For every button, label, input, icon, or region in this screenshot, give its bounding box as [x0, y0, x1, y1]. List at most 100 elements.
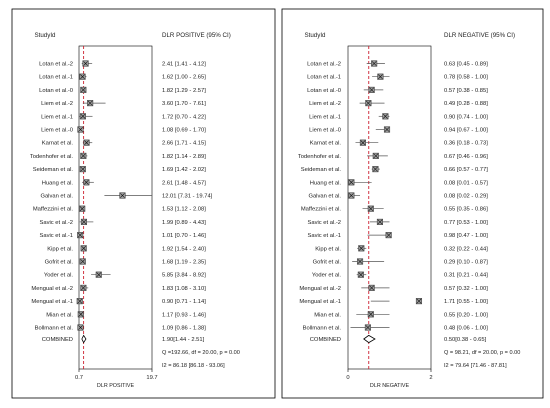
study-ci-text: 0.98 [0.47 - 1.00]	[444, 233, 488, 239]
marker-cross-line	[80, 87, 86, 93]
marker-cross-line	[80, 153, 86, 159]
study-ci-text: 0.94 [0.67 - 1.00]	[444, 128, 488, 134]
marker-cross-line	[81, 219, 87, 225]
marker-cross-line	[360, 140, 366, 146]
study-ci-text: 5.85 [3.84 - 8.92]	[162, 273, 206, 279]
study-ci-text: 0.49 [0.28 - 0.88]	[444, 101, 488, 107]
marker-cross-line	[80, 259, 86, 264]
marker-cross-line	[78, 127, 83, 132]
marker-cross-line	[386, 232, 392, 238]
marker-cross-line	[120, 193, 125, 198]
marker-cross-line	[357, 259, 363, 264]
study-label: Mengual et al.-2	[299, 286, 341, 292]
study-ci-text: 1.53 [1.12 - 2.08]	[162, 207, 206, 213]
study-label: Kipp et al.	[47, 246, 73, 252]
study-ci-text: 0.55 [0.20 - 1.00]	[444, 312, 488, 318]
study-label: Bollmann et al.	[303, 326, 342, 332]
study-ci-text: 0.90 [0.74 - 1.00]	[444, 114, 488, 120]
study-label: Mengual et al.-1	[31, 299, 73, 305]
study-ci-text: 1.71 [0.55 - 1.00]	[444, 299, 488, 305]
study-ci-text: 0.78 [0.58 - 1.00]	[444, 75, 488, 81]
marker-cross-line	[369, 87, 375, 93]
combined-ci-text: 1.90[1.44 - 2.51]	[162, 337, 205, 343]
marker-cross-line	[96, 272, 102, 278]
study-label: Galvan et al.	[40, 194, 73, 200]
study-ci-text: 1.92 [1.54 - 2.40]	[162, 246, 206, 252]
studyid-header: StudyId	[305, 32, 327, 39]
study-ci-text: 1.99 [0.89 - 4.43]	[162, 220, 206, 226]
marker-cross-line	[365, 100, 371, 106]
combined-estimate-diamond	[363, 334, 376, 344]
study-ci-text: 1.01 [0.70 - 1.46]	[162, 233, 206, 239]
study-label: Liem et al.-2	[41, 101, 73, 107]
study-label: Galvan et al.	[308, 194, 341, 200]
study-label: Lotan et al.-2	[39, 62, 73, 68]
marker-cross-line	[373, 153, 379, 159]
right-panel-frame	[281, 8, 544, 399]
study-ci-text: 0.08 [0.01 - 0.57]	[444, 180, 488, 186]
study-ci-text: 0.31 [0.21 - 0.44]	[444, 273, 488, 279]
study-label: Savic et al.-1	[39, 233, 73, 239]
study-ci-text: 1.69 [1.42 - 2.02]	[162, 167, 206, 173]
study-ci-text: 2.61 [1.48 - 4.57]	[162, 180, 206, 186]
study-ci-text: 1.08 [0.69 - 1.70]	[162, 128, 206, 134]
marker-cross-line	[83, 179, 89, 185]
left-panel-frame	[11, 8, 276, 399]
marker-cross-line	[78, 325, 83, 330]
ci-column-header: DLR NEGATIVE (95% CI)	[444, 32, 515, 39]
study-ci-text: 0.57 [0.32 - 1.00]	[444, 286, 488, 292]
study-label: Maffezzini et al.	[301, 207, 342, 213]
study-label: Lotan et al.-0	[39, 88, 73, 94]
study-label: Liem et al.-2	[309, 101, 341, 107]
study-label: Mian et al.	[46, 312, 73, 318]
x-axis-tick-label: 19.7	[146, 375, 157, 381]
study-ci-text: 3.60 [1.70 - 7.61]	[162, 101, 206, 107]
study-label: Savic et al.-2	[307, 220, 341, 226]
study-label: Lotan et al.-0	[307, 88, 341, 94]
marker-cross-line	[348, 179, 354, 185]
marker-cross-line	[84, 140, 89, 146]
study-ci-text: 1.68 [1.19 - 2.35]	[162, 260, 206, 266]
study-label: Maffezzini et al.	[33, 207, 74, 213]
marker-cross-line	[80, 113, 86, 119]
marker-cross-line	[348, 193, 354, 198]
marker-cross-line	[80, 285, 86, 291]
study-label: Liem et al.-1	[309, 114, 341, 120]
combined-label: COMBINED	[42, 337, 73, 343]
study-ci-text: 1.09 [0.86 - 1.38]	[162, 326, 206, 332]
ci-column-header: DLR POSITIVE (95% CI)	[162, 32, 231, 39]
marker-cross-line	[78, 311, 84, 317]
study-label: Seideman et al.	[301, 167, 342, 173]
study-ci-text: 0.08 [0.02 - 0.29]	[444, 194, 488, 200]
study-ci-text: 1.82 [1.29 - 2.57]	[162, 88, 206, 94]
marker-cross-line	[377, 74, 383, 80]
studyid-header: StudyId	[35, 32, 57, 39]
study-label: Lotan et al.-1	[307, 75, 341, 81]
study-ci-text: 0.32 [0.22 - 0.44]	[444, 246, 488, 252]
x-axis-tick-label: 0	[346, 375, 349, 381]
marker-cross-line	[83, 61, 88, 66]
study-label: Huang et al.	[310, 180, 342, 186]
study-ci-text: 0.66 [0.57 - 0.77]	[444, 167, 488, 173]
study-ci-text: 0.48 [0.06 - 1.00]	[444, 326, 488, 332]
x-axis-label: DLR NEGATIVE	[370, 383, 410, 389]
study-label: Liem et al.-0	[41, 128, 73, 134]
combined-label: COMBINED	[310, 337, 341, 343]
x-axis-tick-label: 0.7	[75, 375, 83, 381]
study-label: Savic et al.-1	[307, 233, 341, 239]
marker-cross-line	[416, 298, 422, 304]
study-label: Lotan et al.-1	[39, 75, 73, 81]
marker-cross-line	[80, 74, 85, 80]
study-label: Bollmann et al.	[35, 326, 74, 332]
study-ci-text: 1.72 [0.70 - 4.22]	[162, 114, 206, 120]
study-label: Gofrit et al.	[313, 260, 342, 266]
marker-cross-line	[377, 219, 383, 225]
x-axis-tick-label: 2	[429, 375, 432, 381]
study-label: Savic et al.-2	[39, 220, 73, 226]
study-ci-text: 1.83 [1.08 - 3.10]	[162, 286, 206, 292]
study-label: Todenhofer et al.	[30, 154, 74, 160]
study-ci-text: 0.55 [0.35 - 0.86]	[444, 207, 488, 213]
study-label: Lotan et al.-2	[307, 62, 341, 68]
